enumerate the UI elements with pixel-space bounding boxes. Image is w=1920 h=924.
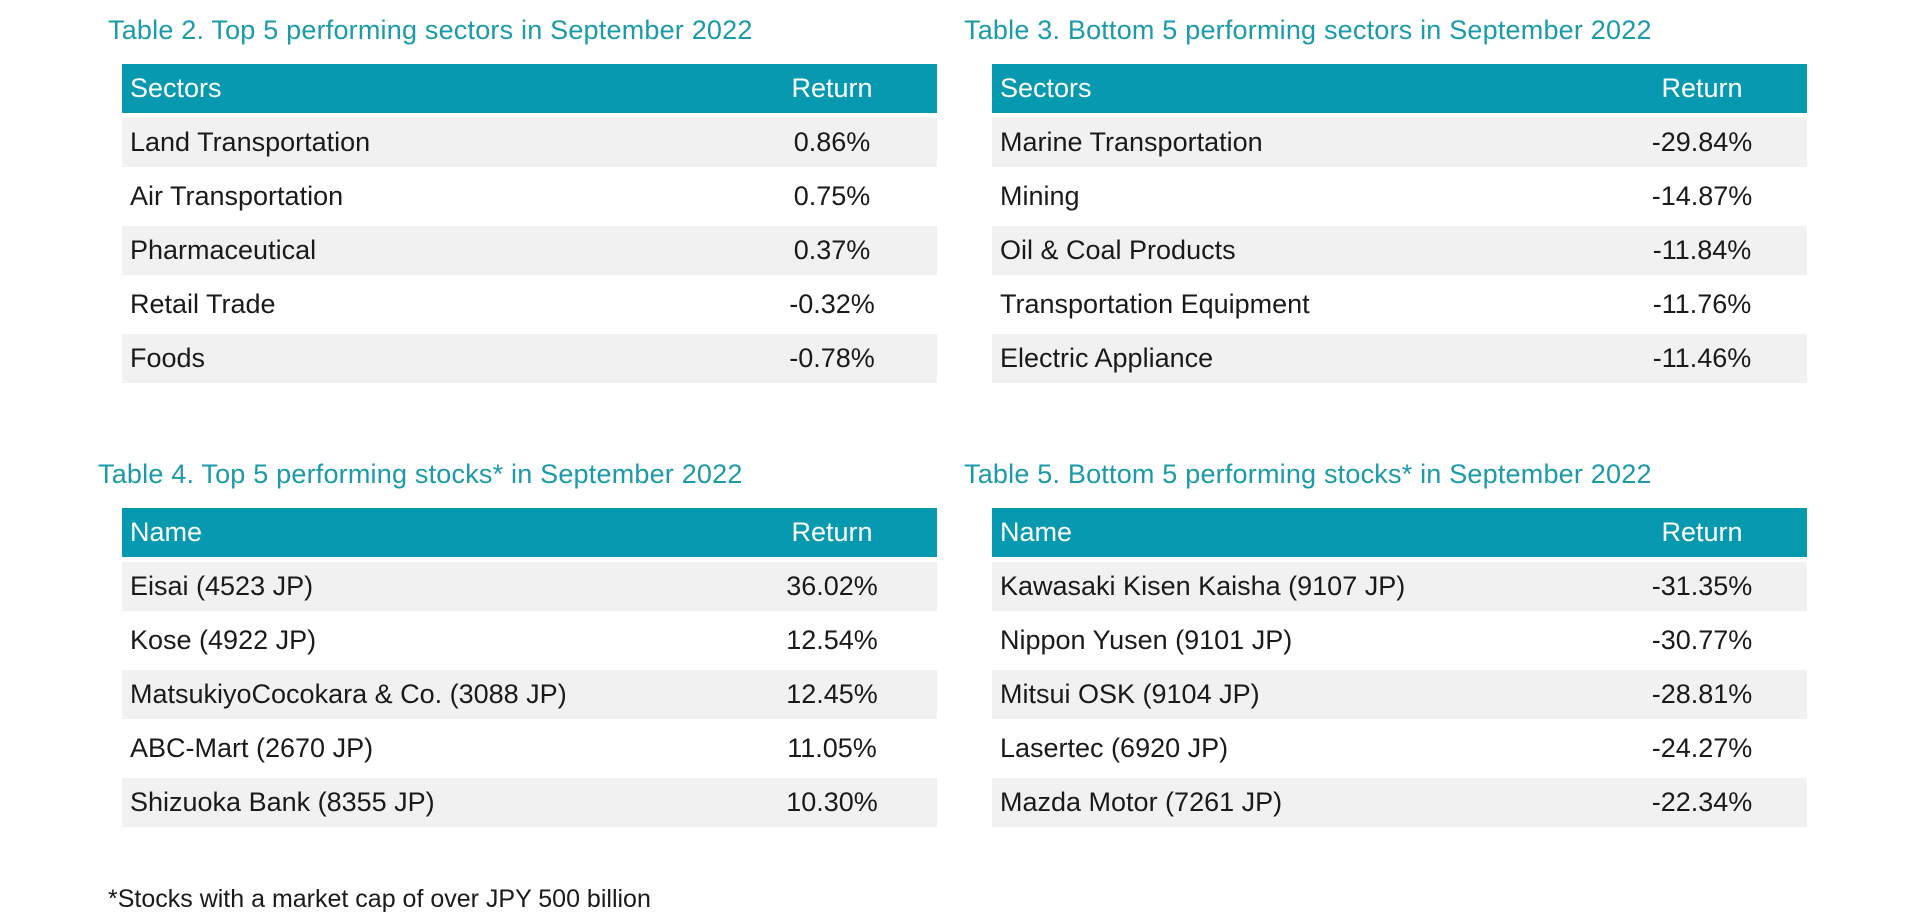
data-table: Sectors Return Marine Transportation -29… — [992, 64, 1807, 383]
data-table: Sectors Return Land Transportation 0.86%… — [122, 64, 937, 383]
table-header: Sectors Return — [122, 64, 937, 113]
cell-return: 10.30% — [786, 787, 878, 817]
header-return: Return — [1661, 73, 1743, 103]
cell-name: Retail Trade — [130, 289, 276, 319]
table-row: Mitsui OSK (9104 JP) -28.81% — [992, 670, 1807, 719]
cell-name: Kose (4922 JP) — [130, 625, 317, 655]
table-title: Table 4. Top 5 performing stocks* in Sep… — [98, 459, 743, 489]
table-row: Pharmaceutical 0.37% — [122, 226, 937, 275]
cell-name: Land Transportation — [130, 127, 371, 157]
cell-return: -28.81% — [1651, 679, 1753, 709]
cell-return: -22.34% — [1651, 787, 1753, 817]
table-row: Marine Transportation -29.84% — [992, 118, 1807, 167]
table-row: Eisai (4523 JP) 36.02% — [122, 562, 937, 611]
cell-return: -0.78% — [789, 343, 875, 373]
cell-name: Eisai (4523 JP) — [130, 571, 314, 601]
cell-name: Pharmaceutical — [130, 235, 317, 265]
table-row: Nippon Yusen (9101 JP) -30.77% — [992, 616, 1807, 665]
cell-name: Mitsui OSK (9104 JP) — [1000, 679, 1260, 709]
table-header: Sectors Return — [992, 64, 1807, 113]
table-row: ABC-Mart (2670 JP) 11.05% — [122, 724, 937, 773]
cell-return: -29.84% — [1651, 127, 1753, 157]
cell-return: -11.76% — [1652, 289, 1752, 319]
cell-return: -14.87% — [1651, 181, 1753, 211]
cell-return: 36.02% — [786, 571, 878, 601]
table-title: Table 5. Bottom 5 performing stocks* in … — [964, 459, 1652, 489]
table-row: Foods -0.78% — [122, 334, 937, 383]
cell-return: 11.05% — [787, 733, 877, 763]
cell-return: -31.35% — [1651, 571, 1753, 601]
table-row: Mazda Motor (7261 JP) -22.34% — [992, 778, 1807, 827]
cell-return: 0.75% — [793, 181, 871, 211]
table-header: Name Return — [992, 508, 1807, 557]
cell-name: Marine Transportation — [1000, 127, 1263, 157]
header-name: Sectors — [130, 73, 222, 103]
cell-name: Lasertec (6920 JP) — [1000, 733, 1229, 763]
table-row: Transportation Equipment -11.76% — [992, 280, 1807, 329]
cell-return: -24.27% — [1651, 733, 1753, 763]
header-name: Name — [1000, 517, 1073, 547]
cell-return: 12.54% — [786, 625, 878, 655]
table-row: Mining -14.87% — [992, 172, 1807, 221]
data-table: Name Return Kawasaki Kisen Kaisha (9107 … — [992, 508, 1807, 827]
cell-name: MatsukiyoCocokara & Co. (3088 JP) — [130, 679, 567, 709]
cell-name: Electric Appliance — [1000, 343, 1214, 373]
table-title: Table 3. Bottom 5 performing sectors in … — [964, 15, 1652, 45]
cell-name: Shizuoka Bank (8355 JP) — [130, 787, 435, 817]
cell-name: Mining — [1000, 181, 1080, 211]
table-row: Land Transportation 0.86% — [122, 118, 937, 167]
cell-return: -0.32% — [789, 289, 875, 319]
cell-name: Kawasaki Kisen Kaisha (9107 JP) — [1000, 571, 1406, 601]
cell-name: Air Transportation — [130, 181, 344, 211]
cell-return: -11.84% — [1652, 235, 1752, 265]
data-table: Name Return Eisai (4523 JP) 36.02% Kose … — [122, 508, 937, 827]
header-return: Return — [1661, 517, 1743, 547]
cell-name: ABC-Mart (2670 JP) — [130, 733, 374, 763]
cell-return: 12.45% — [786, 679, 878, 709]
header-return: Return — [791, 73, 873, 103]
table-row: Electric Appliance -11.46% — [992, 334, 1807, 383]
table-title: Table 2. Top 5 performing sectors in Sep… — [108, 15, 753, 45]
table-row: MatsukiyoCocokara & Co. (3088 JP) 12.45% — [122, 670, 937, 719]
cell-name: Oil & Coal Products — [1000, 235, 1236, 265]
cell-name: Foods — [130, 343, 206, 373]
cell-return: -11.46% — [1652, 343, 1752, 373]
table-row: Shizuoka Bank (8355 JP) 10.30% — [122, 778, 937, 827]
table-header: Name Return — [122, 508, 937, 557]
cell-return: -30.77% — [1651, 625, 1753, 655]
cell-name: Nippon Yusen (9101 JP) — [1000, 625, 1293, 655]
cell-name: Transportation Equipment — [1000, 289, 1310, 319]
header-return: Return — [791, 517, 873, 547]
header-name: Sectors — [1000, 73, 1092, 103]
table-row: Kose (4922 JP) 12.54% — [122, 616, 937, 665]
cell-name: Mazda Motor (7261 JP) — [1000, 787, 1283, 817]
header-name: Name — [130, 517, 203, 547]
cell-return: 0.86% — [793, 127, 871, 157]
table-row: Air Transportation 0.75% — [122, 172, 937, 221]
cell-return: 0.37% — [793, 235, 871, 265]
footnote: *Stocks with a market cap of over JPY 50… — [108, 885, 651, 913]
table-row: Kawasaki Kisen Kaisha (9107 JP) -31.35% — [992, 562, 1807, 611]
table-row: Oil & Coal Products -11.84% — [992, 226, 1807, 275]
table-row: Lasertec (6920 JP) -24.27% — [992, 724, 1807, 773]
table-row: Retail Trade -0.32% — [122, 280, 937, 329]
